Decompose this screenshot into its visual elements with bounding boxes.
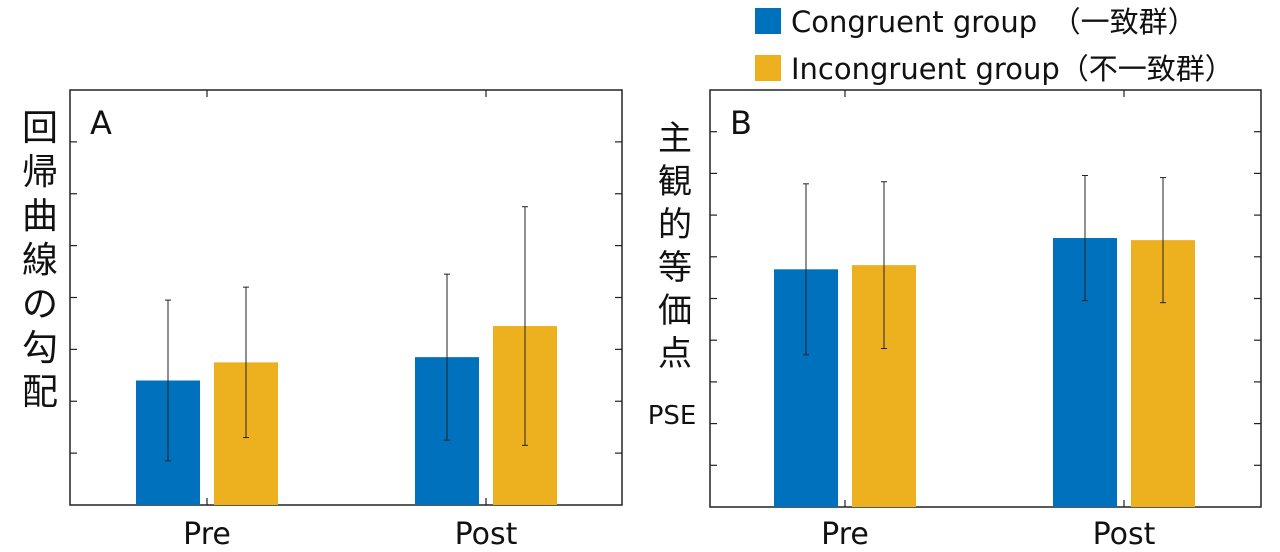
panel-a-x-tick-post: Post [455,517,518,552]
panel-b-y-label-glyph: 等 [658,248,692,288]
panel-b-x-tick-pre: Pre [821,517,869,552]
panel-b-x-tick-post: Post [1093,517,1156,552]
panel-a-y-label-glyph: 勾 [22,328,58,369]
legend-swatch-incongruent [755,55,781,81]
panel-b-bars [774,174,1195,507]
legend: Congruent group （一致群） Incongruent group（… [755,5,1234,86]
legend-label-incongruent: Incongruent group（不一致群） [791,52,1234,86]
panel-b-y-ticks [710,90,1261,507]
panel-b-y-axis-sublabel: PSE [648,401,697,431]
panel-b-y-label-glyph: 価 [658,291,692,331]
legend-label-congruent: Congruent group （一致群） [791,5,1197,39]
panel-a-y-label-glyph: 回 [22,108,58,149]
panel-b-y-label-glyph: 主 [658,119,692,159]
panel-a-x-tick-pre: Pre [183,517,231,552]
panel-a-y-label-glyph: 線 [22,240,58,281]
panel-a-bars [136,206,557,505]
panel-a-y-label-glyph: 帰 [22,152,58,193]
panel-a-y-label-glyph: の [22,284,58,325]
panel-a-y-ticks [70,90,622,505]
panel-b-y-label-glyph: 的 [658,205,692,245]
panel-a-y-label-glyph: 配 [22,372,58,413]
panel-b-y-label-glyph: 観 [658,162,692,202]
panel-b-y-label-glyph: 点 [658,334,692,374]
panel-a-y-label-glyph: 曲 [22,196,58,237]
legend-swatch-congruent [755,8,781,34]
panel-b-label: B [730,104,752,142]
panel-a-label: A [90,104,112,142]
